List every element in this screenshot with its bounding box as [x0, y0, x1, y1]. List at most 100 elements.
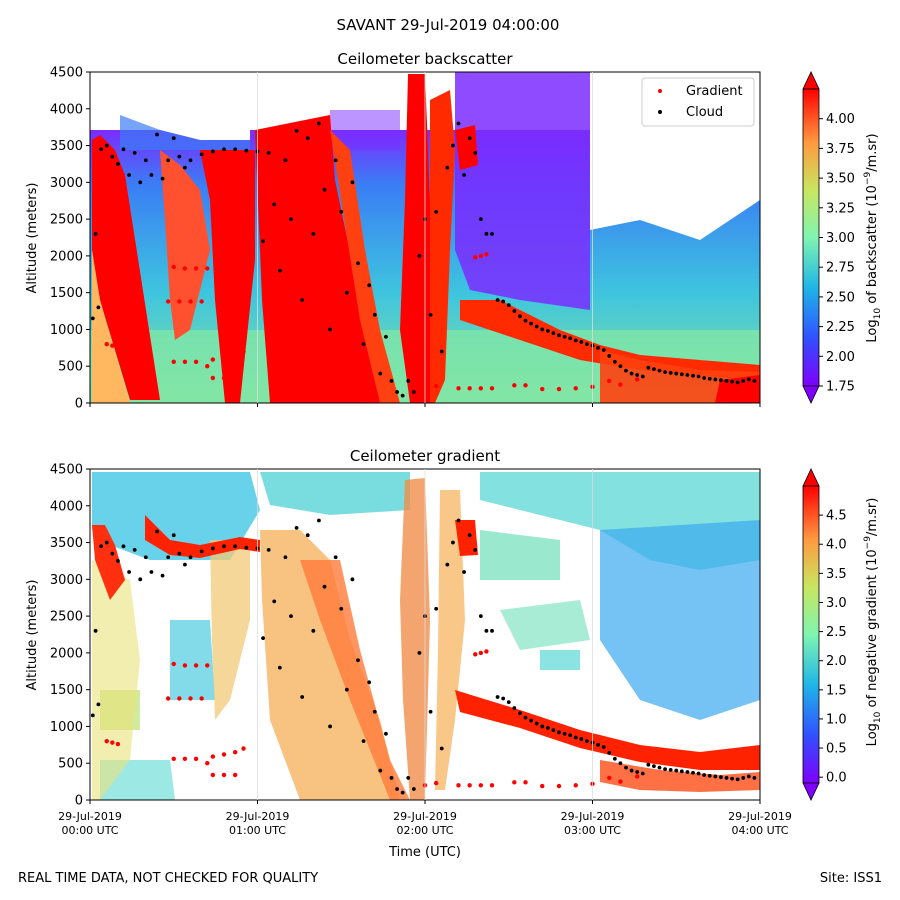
- y-tick-label: 0: [75, 397, 83, 412]
- gradient-colorbar-extend-bottom: [802, 782, 820, 801]
- gradient-point: [512, 383, 517, 388]
- gradient-point: [199, 696, 204, 701]
- gradient-panel: Ceilometer gradient: [25, 447, 883, 860]
- cloud-point: [456, 121, 461, 126]
- gradient-point: [478, 386, 484, 391]
- cloud-point: [322, 187, 327, 192]
- colorbar-tick-label: 3.5: [826, 567, 847, 582]
- cloud-point: [428, 709, 433, 714]
- cloud-point: [663, 767, 667, 772]
- cloud-point: [674, 371, 679, 376]
- cloud-point: [579, 340, 584, 344]
- cloud-point: [266, 548, 271, 552]
- cloud-point: [495, 695, 500, 699]
- cloud-point: [210, 546, 215, 551]
- backscatter-colorbar: 1.75 2.00 2.25 2.50 2.75 3.00 3.25 3.50 3.75 4.00…: [802, 71, 883, 404]
- cloud-point: [618, 364, 623, 369]
- gradient-point: [241, 349, 246, 354]
- gradient-markers: [90, 518, 757, 795]
- gradient-point: [205, 761, 210, 766]
- cloud-point: [529, 718, 533, 723]
- colorbar-tick-label: 1.5: [826, 683, 847, 698]
- gradient-point: [556, 386, 562, 392]
- cloud-point: [512, 706, 517, 710]
- cloud-point: [177, 154, 182, 159]
- cloud-point: [333, 158, 338, 163]
- cloud-point: [490, 231, 494, 236]
- cloud-point: [691, 770, 695, 775]
- cloud-point: [406, 379, 411, 383]
- cloud-point: [361, 342, 366, 347]
- cloud-point: [713, 774, 718, 779]
- cloud-point: [261, 239, 265, 244]
- colorbar-tick-label: 1.0: [826, 712, 847, 727]
- cloud-point: [523, 715, 528, 720]
- cloud-point: [328, 724, 332, 729]
- cloud-point: [596, 742, 600, 747]
- x-tick-label-time: 03:00 UTC: [564, 824, 621, 837]
- cloud-point: [652, 367, 656, 372]
- gradient-point: [478, 650, 484, 656]
- cloud-point: [96, 305, 101, 310]
- cloud-point: [473, 548, 478, 552]
- cloud-point: [333, 555, 338, 560]
- cloud-point: [395, 787, 399, 791]
- colorbar-extend-bottom: [802, 385, 820, 404]
- cloud-point: [149, 570, 154, 574]
- cloud-point: [540, 327, 545, 332]
- cloud-point: [183, 165, 187, 170]
- cloud-point: [551, 331, 556, 336]
- cloud-point: [607, 354, 612, 358]
- cloud-point: [121, 147, 126, 152]
- colorbar-tick-label: 2.50: [826, 290, 855, 305]
- legend: Gradient Cloud: [641, 77, 755, 127]
- cloud-point: [317, 121, 321, 126]
- legend-box: [641, 77, 755, 127]
- gradient-point: [205, 364, 210, 369]
- cloud-point: [534, 324, 539, 329]
- cloud-point: [685, 770, 690, 774]
- cloud-point: [90, 713, 95, 718]
- cloud-point: [277, 665, 282, 670]
- gradient-title: Ceilometer gradient: [350, 447, 500, 465]
- cloud-point: [272, 599, 277, 604]
- cloud-point: [166, 555, 171, 560]
- cloud-point: [222, 544, 226, 549]
- cloud-point: [99, 544, 104, 549]
- gradient-point: [104, 341, 109, 347]
- legend-gradient-marker: [658, 89, 662, 93]
- cloud-point: [663, 370, 667, 375]
- cloud-point: [707, 376, 712, 381]
- y-tick-label: 4500: [50, 66, 83, 81]
- cloud-point: [624, 765, 628, 770]
- gradient-point: [177, 696, 182, 701]
- cloud-point: [719, 378, 723, 383]
- cloud-point: [707, 773, 712, 778]
- gradient-point: [171, 359, 176, 365]
- colorbar-tick-label: 3.50: [826, 172, 855, 187]
- gradient-point: [210, 754, 216, 759]
- gradient-point: [484, 649, 489, 654]
- cloud-point: [456, 518, 461, 523]
- gradient-point: [618, 779, 623, 784]
- cloud-point: [305, 136, 310, 141]
- cloud-point: [378, 371, 383, 376]
- cloud-point: [730, 776, 734, 781]
- cloud-point: [646, 762, 651, 767]
- gradient-point: [165, 696, 171, 701]
- cloud-point: [529, 321, 533, 326]
- cloud-point: [585, 342, 589, 347]
- cloud-point: [289, 217, 293, 222]
- gradient-point: [110, 740, 115, 745]
- y-tick-label: 2500: [50, 610, 83, 625]
- colorbar-tick-label: 3.0: [826, 596, 847, 611]
- colorbar-tick-label: 0.5: [826, 742, 847, 757]
- gradient-point: [467, 783, 472, 788]
- gradient-point: [232, 772, 238, 778]
- cloud-point: [434, 606, 439, 611]
- x-tick-label-date: 29-Jul-2019: [393, 810, 457, 823]
- cloud-point: [350, 577, 355, 582]
- cloud-point: [400, 393, 405, 398]
- cloud-point: [607, 751, 612, 755]
